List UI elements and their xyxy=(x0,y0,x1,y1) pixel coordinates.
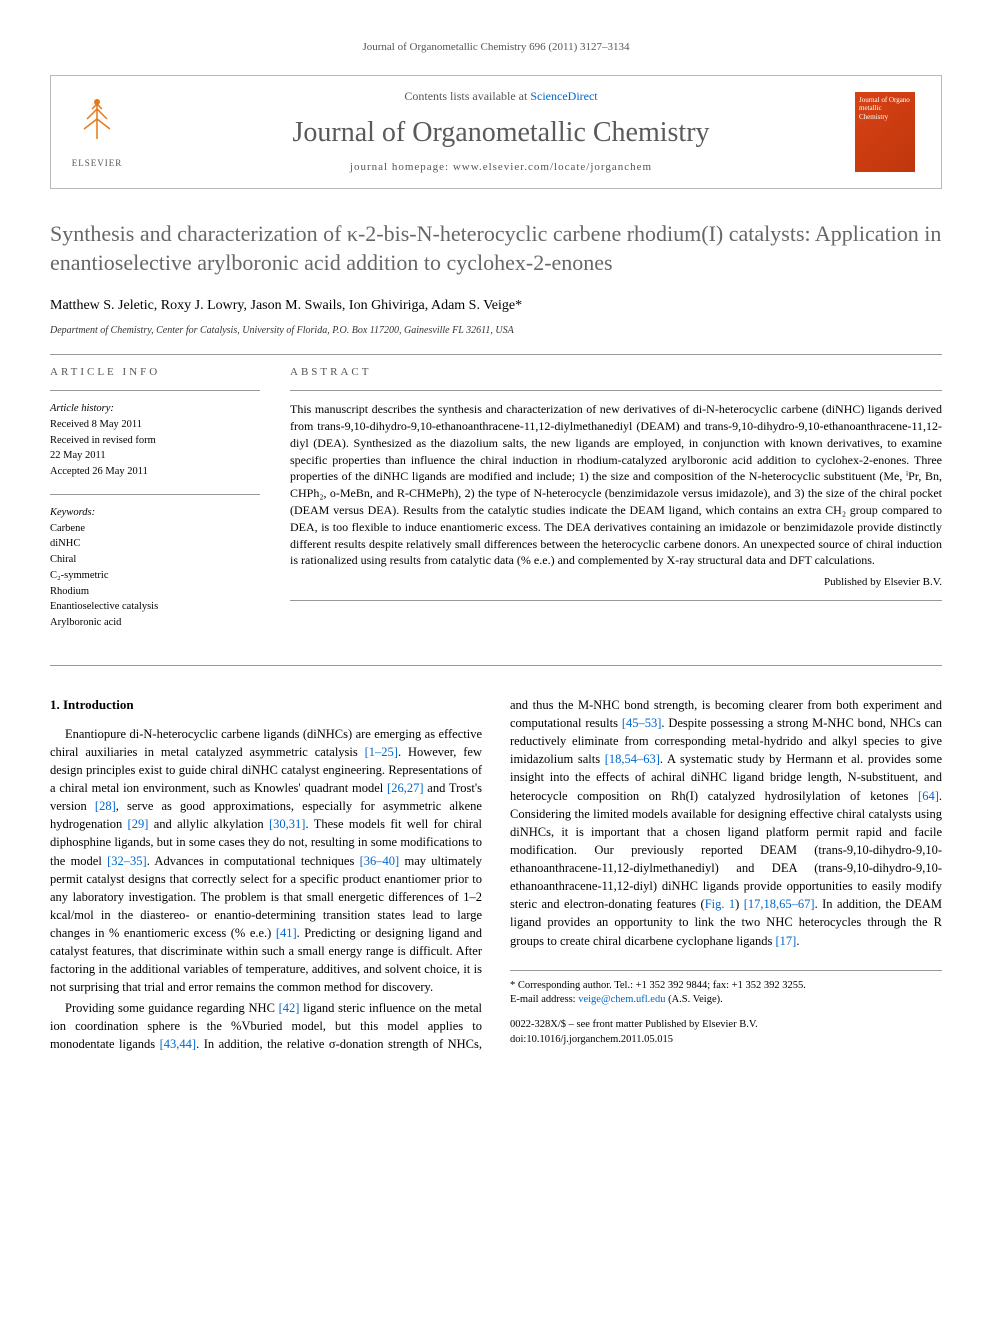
abstract-label: ABSTRACT xyxy=(290,365,942,380)
keywords-heading: Keywords: xyxy=(50,505,260,521)
sciencedirect-link[interactable]: ScienceDirect xyxy=(530,89,597,103)
keyword: Enantioselective catalysis xyxy=(50,599,260,615)
journal-homepage-line: journal homepage: www.elsevier.com/locat… xyxy=(147,160,855,175)
journal-cover-thumb: Journal of Organo metallic Chemistry xyxy=(855,92,925,172)
body-text-run: . Considering the limited models availab… xyxy=(510,789,942,912)
affiliation: Department of Chemistry, Center for Cata… xyxy=(50,324,942,338)
revised-date: 22 May 2011 xyxy=(50,448,260,464)
email-suffix: (A.S. Veige). xyxy=(665,994,722,1005)
elsevier-logo: ELSEVIER xyxy=(67,97,127,167)
email-label: E-mail address: xyxy=(510,994,578,1005)
citation-link[interactable]: [18,54–63] xyxy=(605,752,660,766)
keywords-block: Keywords: Carbene diNHC Chiral C₂-symmet… xyxy=(50,505,260,631)
body-text-run: ) xyxy=(735,897,744,911)
citation-link[interactable]: [28] xyxy=(95,799,116,813)
citation-link[interactable]: [17,18,65–67] xyxy=(744,897,815,911)
body-text-run: and allylic alkylation xyxy=(148,817,269,831)
corresponding-author-footer: * Corresponding author. Tel.: +1 352 392… xyxy=(510,970,942,1048)
section-heading-introduction: 1. Introduction xyxy=(50,696,482,715)
body-text: 1. Introduction Enantiopure di-N-heteroc… xyxy=(50,696,942,1053)
body-paragraph: Enantiopure di-N-heterocyclic carbene li… xyxy=(50,725,482,997)
citation-link[interactable]: [45–53] xyxy=(622,716,662,730)
citation-link[interactable]: [41] xyxy=(276,926,297,940)
body-text-run: . xyxy=(796,934,799,948)
revised-label: Received in revised form xyxy=(50,433,260,449)
elsevier-tree-icon xyxy=(72,94,122,157)
homepage-prefix: journal homepage: xyxy=(350,161,453,173)
keyword: Chiral xyxy=(50,552,260,568)
accepted-date: Accepted 26 May 2011 xyxy=(50,464,260,480)
citation-link[interactable]: [64] xyxy=(918,789,939,803)
citation-link[interactable]: [42] xyxy=(279,1001,300,1015)
keyword: Rhodium xyxy=(50,584,260,600)
citation-link[interactable]: [32–35] xyxy=(107,854,147,868)
citation-link[interactable]: [1–25] xyxy=(365,745,398,759)
homepage-url: www.elsevier.com/locate/jorganchem xyxy=(453,161,652,173)
publisher-line: Published by Elsevier B.V. xyxy=(290,575,942,590)
divider xyxy=(50,665,942,666)
citation-link[interactable]: [36–40] xyxy=(360,854,400,868)
divider xyxy=(290,600,942,601)
corresponding-line: * Corresponding author. Tel.: +1 352 392… xyxy=(510,979,942,994)
citation-link[interactable]: [43,44] xyxy=(160,1037,196,1051)
article-history-block: Article history: Received 8 May 2011 Rec… xyxy=(50,401,260,480)
figure-link[interactable]: Fig. 1 xyxy=(705,897,735,911)
divider xyxy=(50,494,260,495)
keyword: diNHC xyxy=(50,536,260,552)
journal-name: Journal of Organometallic Chemistry xyxy=(147,113,855,152)
author-list: Matthew S. Jeletic, Roxy J. Lowry, Jason… xyxy=(50,296,942,316)
abstract-column: ABSTRACT This manuscript describes the s… xyxy=(290,365,942,645)
citation-link[interactable]: [17] xyxy=(776,934,797,948)
doi-line: doi:10.1016/j.jorganchem.2011.05.015 xyxy=(510,1033,942,1048)
history-heading: Article history: xyxy=(50,401,260,417)
keyword: Arylboronic acid xyxy=(50,615,260,631)
keyword: C₂-symmetric xyxy=(50,568,260,584)
received-date: Received 8 May 2011 xyxy=(50,417,260,433)
journal-cover-image: Journal of Organo metallic Chemistry xyxy=(855,92,915,172)
journal-masthead: ELSEVIER Contents lists available at Sci… xyxy=(50,75,942,188)
citation-link[interactable]: [30,31] xyxy=(269,817,305,831)
divider xyxy=(50,390,260,391)
abstract-text: This manuscript describes the synthesis … xyxy=(290,401,942,569)
running-header: Journal of Organometallic Chemistry 696 … xyxy=(50,40,942,55)
divider xyxy=(50,354,942,355)
elsevier-logo-block: ELSEVIER xyxy=(67,97,147,167)
article-title: Synthesis and characterization of κ-2-bi… xyxy=(50,219,942,278)
contents-available-line: Contents lists available at ScienceDirec… xyxy=(147,88,855,105)
citation-link[interactable]: [26,27] xyxy=(387,781,423,795)
divider xyxy=(290,390,942,391)
body-text-run: . Advances in computational techniques xyxy=(147,854,360,868)
article-info-label: ARTICLE INFO xyxy=(50,365,260,380)
elsevier-label: ELSEVIER xyxy=(72,157,123,170)
contents-prefix: Contents lists available at xyxy=(404,89,530,103)
email-line: E-mail address: veige@chem.ufl.edu (A.S.… xyxy=(510,993,942,1008)
article-info-column: ARTICLE INFO Article history: Received 8… xyxy=(50,365,260,645)
issn-line: 0022-328X/$ – see front matter Published… xyxy=(510,1018,942,1033)
citation-link[interactable]: [29] xyxy=(128,817,149,831)
keyword: Carbene xyxy=(50,521,260,537)
body-text-run: Providing some guidance regarding NHC xyxy=(65,1001,279,1015)
email-link[interactable]: veige@chem.ufl.edu xyxy=(578,994,665,1005)
